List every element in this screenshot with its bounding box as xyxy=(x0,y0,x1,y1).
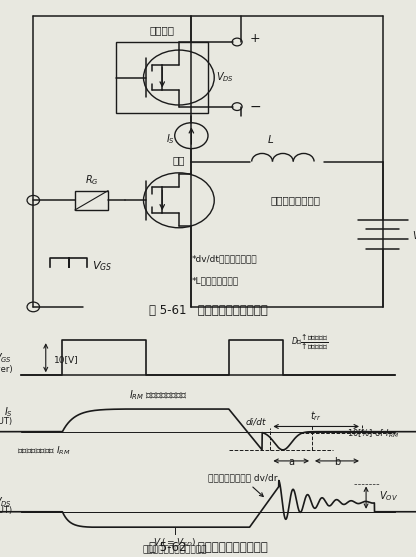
Text: $D＝\dfrac{↑控脉冲宽度}{↑控脉冲周期}$: $D＝\dfrac{↑控脉冲宽度}{↑控脉冲周期}$ xyxy=(291,332,329,351)
Text: −: − xyxy=(250,100,261,114)
Text: b: b xyxy=(334,457,340,467)
Text: 10[V]: 10[V] xyxy=(54,355,79,365)
Bar xyxy=(75,190,108,210)
Text: 图 5-61   反向二极管测试电路图: 图 5-61 反向二极管测试电路图 xyxy=(149,304,267,316)
Text: +: + xyxy=(250,32,260,45)
Text: (Driver): (Driver) xyxy=(0,365,12,374)
Text: 体二极管恢复特性 dv/dr: 体二极管恢复特性 dv/dr xyxy=(208,473,277,496)
Text: $I_S$: $I_S$ xyxy=(3,405,12,419)
Text: 体二极管反向电流 $I_{RM}$: 体二极管反向电流 $I_{RM}$ xyxy=(17,445,70,457)
Text: 10[%] of $I_{RM}$: 10[%] of $I_{RM}$ xyxy=(347,427,399,439)
Text: $I_S$: $I_S$ xyxy=(166,132,175,146)
Text: $V_{OV}$: $V_{OV}$ xyxy=(379,489,398,503)
Bar xyxy=(116,42,208,113)
Text: 被测器件: 被测器件 xyxy=(150,26,175,36)
Text: $V_{DS}$: $V_{DS}$ xyxy=(0,495,12,509)
Text: $V_{GS}$: $V_{GS}$ xyxy=(0,351,12,365)
Text: 图 5-62   反向二极管测试时序图: 图 5-62 反向二极管测试时序图 xyxy=(149,541,267,554)
Text: $V_{DS}$: $V_{DS}$ xyxy=(216,71,234,85)
Text: *L由脉冲周期控制: *L由脉冲周期控制 xyxy=(191,277,238,286)
Text: $V_f(=V_{SD})$: $V_f(=V_{SD})$ xyxy=(153,537,196,549)
Text: $I_{RM}$ 体二极管正向电流: $I_{RM}$ 体二极管正向电流 xyxy=(129,389,187,402)
Text: a: a xyxy=(288,457,294,467)
Text: di/dt: di/dt xyxy=(245,417,266,427)
Text: 体二极管正向电压下降曲线: 体二极管正向电压下降曲线 xyxy=(142,545,207,554)
Text: $V_{GS}$: $V_{GS}$ xyxy=(92,260,112,273)
Text: 同被测器件同类型: 同被测器件同类型 xyxy=(270,196,320,206)
Text: (DUT): (DUT) xyxy=(0,417,12,427)
Text: $t_{rr}$: $t_{rr}$ xyxy=(310,409,322,423)
Text: *dv/dt由栅极电阻控制: *dv/dt由栅极电阻控制 xyxy=(191,254,257,263)
Text: (DUT): (DUT) xyxy=(0,506,12,515)
Text: 驱动: 驱动 xyxy=(173,155,185,165)
Text: L: L xyxy=(267,135,273,145)
Text: $V_{DD}$: $V_{DD}$ xyxy=(412,229,416,243)
Text: $R_G$: $R_G$ xyxy=(85,174,98,187)
